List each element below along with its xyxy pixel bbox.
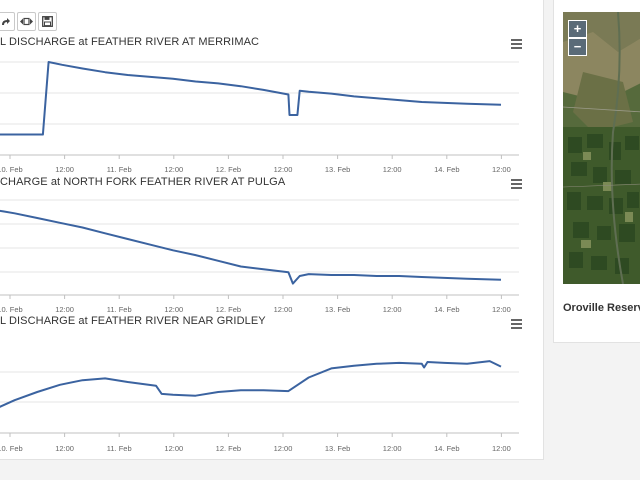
save-icon — [42, 16, 53, 27]
fit-width-icon — [20, 17, 33, 26]
charts-panel: 10. Feb 12:00 11. Feb 12:00 12. Feb 12:00 13. … — [0, 0, 544, 460]
x-tick-label: 12:00 — [492, 305, 511, 314]
chart-plot: 10. Feb 12:00 11. Feb 12:00 12. Feb 12:00 13. … — [0, 360, 519, 453]
x-tick-label: 13. Feb — [325, 165, 350, 174]
x-tick-label: 14. Feb — [434, 305, 459, 314]
x-tick-label: 10. Feb — [0, 444, 23, 453]
x-tick-label: 12:00 — [274, 305, 293, 314]
discharge-series-line[interactable] — [0, 61, 502, 136]
x-tick-label: 12. Feb — [216, 165, 241, 174]
x-tick-label: 12:00 — [55, 165, 74, 174]
chart-plot: 10. Feb 12:00 11. Feb 12:00 12. Feb 12:00 13. … — [0, 199, 519, 314]
x-tick-label: 13. Feb — [325, 305, 350, 314]
fit-width-button[interactable] — [17, 12, 36, 31]
chart-menu-icon[interactable] — [511, 39, 522, 49]
x-tick-label: 12:00 — [383, 444, 402, 453]
x-tick-label: 12:00 — [164, 305, 183, 314]
x-tick-label: 14. Feb — [434, 444, 459, 453]
chart-pulga: 10. Feb 12:00 11. Feb 12:00 12. Feb 12:00 13. … — [0, 176, 530, 314]
chart-plot: 10. Feb 12:00 11. Feb 12:00 12. Feb 12:00 13. … — [0, 61, 519, 174]
chart-merrimac: 10. Feb 12:00 11. Feb 12:00 12. Feb 12:00 13. … — [0, 36, 530, 174]
chart-menu-icon[interactable] — [511, 179, 522, 189]
chart-title: CHARGE at NORTH FORK FEATHER RIVER AT PU… — [0, 176, 286, 188]
x-tick-label: 13. Feb — [325, 444, 350, 453]
map-imagery — [563, 12, 640, 284]
save-button[interactable] — [38, 12, 57, 31]
x-tick-label: 12:00 — [492, 165, 511, 174]
x-tick-label: 10. Feb — [0, 165, 23, 174]
zoom-out-button[interactable]: − — [568, 38, 587, 56]
x-tick-label: 11. Feb — [107, 165, 132, 174]
redo-icon — [2, 18, 10, 25]
x-tick-label: 11. Feb — [107, 444, 132, 453]
x-tick-label: 11. Feb — [107, 305, 132, 314]
x-tick-label: 12:00 — [55, 305, 74, 314]
discharge-series-line[interactable] — [0, 209, 502, 285]
discharge-series-line[interactable] — [0, 360, 502, 410]
redo-button[interactable] — [0, 12, 15, 31]
chart-menu-icon[interactable] — [511, 319, 522, 329]
x-tick-label: 12:00 — [55, 444, 74, 453]
x-tick-label: 12:00 — [164, 444, 183, 453]
x-tick-label: 12:00 — [383, 165, 402, 174]
x-tick-label: 12:00 — [383, 305, 402, 314]
x-tick-label: 12:00 — [164, 165, 183, 174]
x-tick-label: 12:00 — [492, 444, 511, 453]
chart-gridley: 10. Feb 12:00 11. Feb 12:00 12. Feb 12:00 13. … — [0, 315, 530, 453]
zoom-in-button[interactable]: + — [568, 20, 587, 38]
satellite-map[interactable]: + − — [563, 12, 640, 284]
x-tick-label: 12:00 — [274, 165, 293, 174]
x-tick-label: 10. Feb — [0, 305, 23, 314]
chart-title: L DISCHARGE at FEATHER RIVER AT MERRIMAC — [0, 36, 260, 48]
map-panel: + − Oroville Reservo — [553, 0, 640, 343]
x-tick-label: 12. Feb — [216, 444, 241, 453]
map-caption: Oroville Reservo — [563, 302, 640, 314]
chart-title: L DISCHARGE at FEATHER RIVER NEAR GRIDLE… — [0, 315, 266, 327]
x-tick-label: 14. Feb — [434, 165, 459, 174]
x-tick-label: 12:00 — [274, 444, 293, 453]
x-tick-label: 12. Feb — [216, 305, 241, 314]
